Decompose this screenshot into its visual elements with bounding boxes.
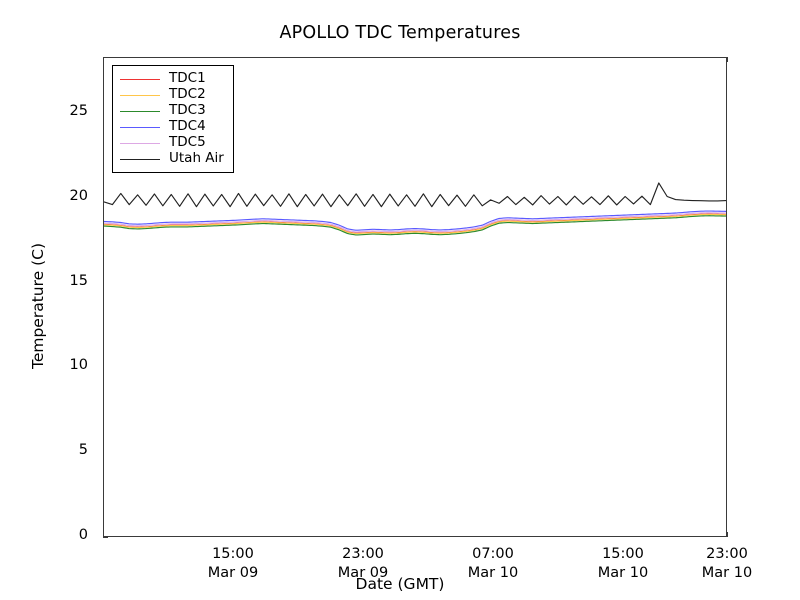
x-tick-time: 15:00 bbox=[212, 546, 254, 562]
legend-line-swatch bbox=[120, 154, 160, 165]
y-tick-label: 15 bbox=[69, 272, 88, 289]
x-tick-time: 23:00 bbox=[706, 546, 748, 562]
legend-item-tdc5[interactable]: TDC5 bbox=[120, 135, 224, 151]
x-tick-label: 23:00 Mar 09 bbox=[293, 545, 433, 582]
chart-legend: TDC1 TDC2 TDC3 TDC4 TDC5 Utah Air bbox=[112, 65, 234, 173]
series-line-tdc3 bbox=[104, 216, 726, 235]
plot-svg bbox=[104, 58, 726, 536]
x-tick-label: 15:00 Mar 09 bbox=[163, 545, 303, 582]
x-tick-date: Mar 09 bbox=[337, 564, 389, 581]
legend-line-swatch bbox=[120, 122, 160, 133]
x-tick-date: Mar 10 bbox=[467, 564, 519, 581]
x-tick-date: Mar 10 bbox=[701, 564, 753, 581]
y-axis-label: Temperature (C) bbox=[29, 242, 47, 370]
x-tick-date: Mar 09 bbox=[207, 564, 259, 581]
y-tick-label: 10 bbox=[69, 357, 88, 374]
y-tick-label: 20 bbox=[69, 187, 88, 204]
series-line-tdc2 bbox=[104, 214, 726, 233]
legend-label: Utah Air bbox=[169, 150, 224, 167]
legend-label: TDC1 bbox=[169, 70, 206, 87]
legend-line-swatch bbox=[120, 90, 160, 101]
series-line-tdc5 bbox=[104, 213, 726, 232]
legend-item-tdc3[interactable]: TDC3 bbox=[120, 103, 224, 119]
y-tick-label: 5 bbox=[78, 442, 88, 459]
x-tick-label: 07:00 Mar 10 bbox=[423, 545, 563, 582]
x-tick-label: 23:00 Mar 10 bbox=[657, 545, 797, 582]
x-axis-label: Date (GMT) bbox=[355, 575, 445, 593]
legend-line-swatch bbox=[120, 138, 160, 149]
series-line-utah-air bbox=[104, 183, 726, 207]
x-tick-time: 15:00 bbox=[602, 546, 644, 562]
legend-line-swatch bbox=[120, 106, 160, 117]
legend-item-tdc4[interactable]: TDC4 bbox=[120, 119, 224, 135]
legend-label: TDC5 bbox=[169, 134, 206, 151]
x-tick-time: 07:00 bbox=[472, 546, 514, 562]
legend-item-tdc1[interactable]: TDC1 bbox=[120, 71, 224, 87]
y-tick-label: 0 bbox=[78, 527, 88, 543]
legend-label: TDC2 bbox=[169, 86, 206, 103]
x-tick-label: 15:00 Mar 10 bbox=[553, 545, 693, 582]
legend-item-tdc2[interactable]: TDC2 bbox=[120, 87, 224, 103]
y-tick-label: 25 bbox=[69, 102, 88, 119]
page-title: APOLLO TDC Temperatures bbox=[279, 23, 521, 43]
x-tick-time: 23:00 bbox=[342, 546, 384, 562]
x-tick-date: Mar 10 bbox=[597, 564, 649, 581]
legend-item-utah-air[interactable]: Utah Air bbox=[120, 151, 224, 167]
series-line-tdc4 bbox=[104, 211, 726, 230]
legend-label: TDC3 bbox=[169, 102, 206, 119]
legend-label: TDC4 bbox=[169, 118, 206, 135]
legend-line-swatch bbox=[120, 74, 160, 85]
